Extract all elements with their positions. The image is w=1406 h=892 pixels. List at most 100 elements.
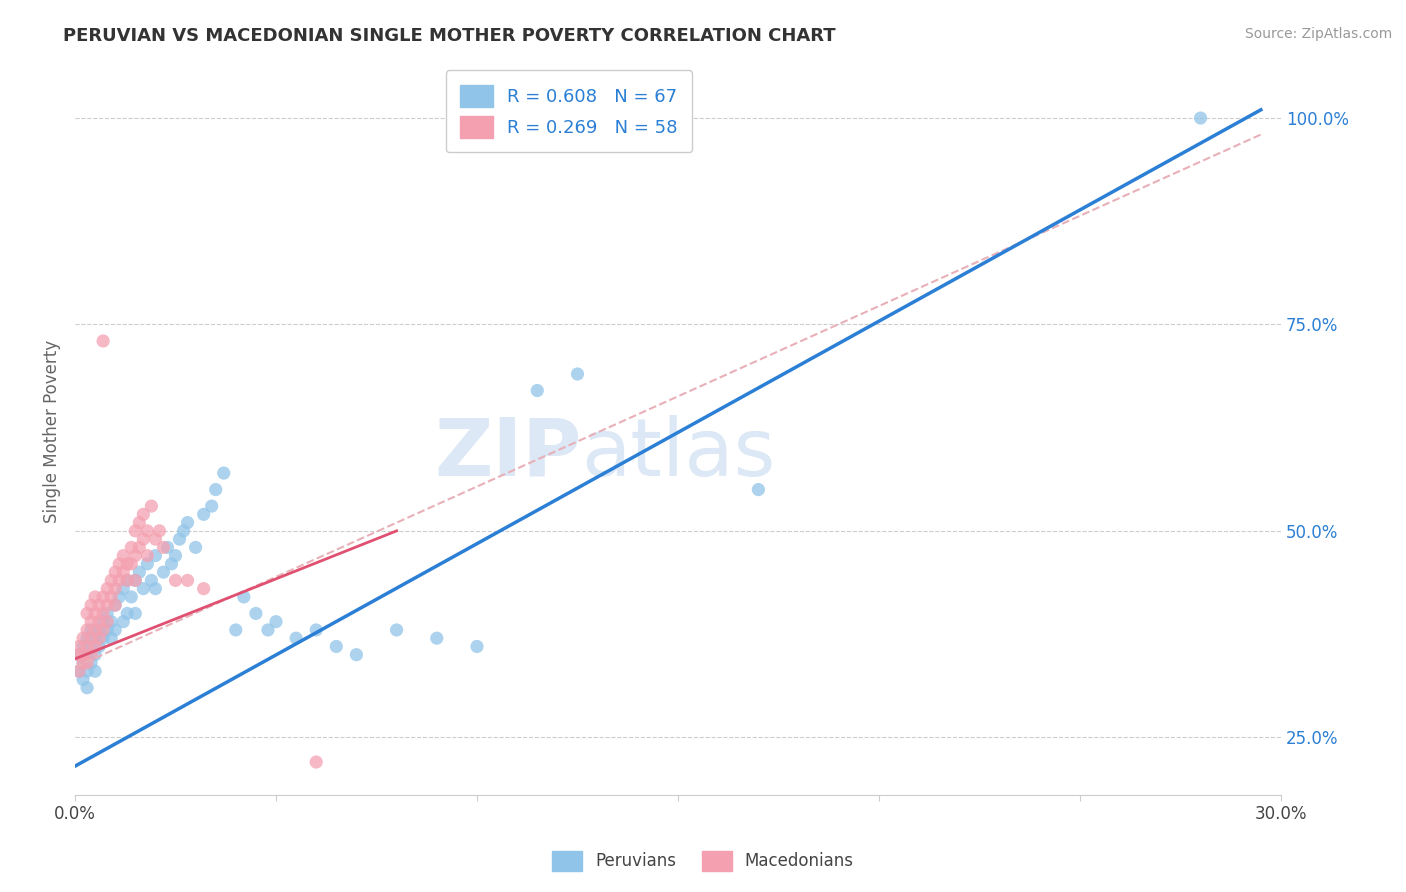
Point xyxy=(117,557,139,571)
Point xyxy=(169,532,191,546)
Point xyxy=(89,640,111,654)
Point xyxy=(96,582,118,596)
Point xyxy=(76,656,98,670)
Point xyxy=(132,508,155,522)
Point xyxy=(132,532,155,546)
Point xyxy=(104,598,127,612)
Point xyxy=(80,615,103,629)
Point xyxy=(184,541,207,555)
Point xyxy=(193,508,215,522)
Point xyxy=(84,631,107,645)
Point xyxy=(136,549,159,563)
Point xyxy=(145,549,167,563)
Point xyxy=(152,541,174,555)
Point xyxy=(257,623,280,637)
Text: atlas: atlas xyxy=(582,415,776,492)
Point xyxy=(84,607,107,621)
Point xyxy=(67,648,90,662)
Point xyxy=(80,631,103,645)
Point xyxy=(72,673,94,687)
Point xyxy=(156,541,179,555)
Point xyxy=(193,582,215,596)
Point xyxy=(76,648,98,662)
Point xyxy=(145,532,167,546)
Point xyxy=(100,631,122,645)
Point xyxy=(80,656,103,670)
Point xyxy=(91,615,114,629)
Point xyxy=(67,664,90,678)
Point xyxy=(89,631,111,645)
Legend: Peruvians, Macedonians: Peruvians, Macedonians xyxy=(544,842,862,880)
Point xyxy=(89,623,111,637)
Point xyxy=(84,590,107,604)
Point xyxy=(112,582,135,596)
Point xyxy=(67,648,90,662)
Point xyxy=(117,607,139,621)
Point xyxy=(104,598,127,612)
Point xyxy=(91,590,114,604)
Text: PERUVIAN VS MACEDONIAN SINGLE MOTHER POVERTY CORRELATION CHART: PERUVIAN VS MACEDONIAN SINGLE MOTHER POV… xyxy=(63,27,837,45)
Point xyxy=(96,598,118,612)
Point xyxy=(128,565,150,579)
Y-axis label: Single Mother Poverty: Single Mother Poverty xyxy=(44,340,60,524)
Text: ZIP: ZIP xyxy=(434,415,582,492)
Point xyxy=(108,574,131,588)
Point xyxy=(80,598,103,612)
Point xyxy=(124,549,146,563)
Point xyxy=(141,499,163,513)
Point xyxy=(96,615,118,629)
Point xyxy=(89,598,111,612)
Point xyxy=(108,557,131,571)
Point xyxy=(128,516,150,530)
Point xyxy=(117,574,139,588)
Point xyxy=(84,623,107,637)
Point xyxy=(124,607,146,621)
Point xyxy=(1189,111,1212,125)
Point xyxy=(526,384,548,398)
Point xyxy=(80,640,103,654)
Point xyxy=(108,590,131,604)
Point xyxy=(84,664,107,678)
Point xyxy=(165,549,187,563)
Point xyxy=(96,623,118,637)
Point xyxy=(128,541,150,555)
Point xyxy=(160,557,183,571)
Point xyxy=(72,656,94,670)
Legend: R = 0.608   N = 67, R = 0.269   N = 58: R = 0.608 N = 67, R = 0.269 N = 58 xyxy=(446,70,692,153)
Point xyxy=(84,640,107,654)
Point xyxy=(120,590,142,604)
Point xyxy=(67,664,90,678)
Point xyxy=(100,574,122,588)
Point xyxy=(112,615,135,629)
Point xyxy=(136,524,159,538)
Point xyxy=(91,607,114,621)
Point xyxy=(232,590,254,604)
Point xyxy=(112,549,135,563)
Point xyxy=(264,615,287,629)
Point xyxy=(96,607,118,621)
Point xyxy=(212,466,235,480)
Point xyxy=(120,557,142,571)
Point xyxy=(176,516,198,530)
Text: Source: ZipAtlas.com: Source: ZipAtlas.com xyxy=(1244,27,1392,41)
Point xyxy=(76,623,98,637)
Point xyxy=(141,574,163,588)
Point xyxy=(385,623,408,637)
Point xyxy=(80,648,103,662)
Point xyxy=(124,574,146,588)
Point xyxy=(76,664,98,678)
Point xyxy=(305,623,328,637)
Point xyxy=(176,574,198,588)
Point xyxy=(72,648,94,662)
Point xyxy=(465,640,488,654)
Point xyxy=(72,656,94,670)
Point xyxy=(91,631,114,645)
Point xyxy=(426,631,449,645)
Point xyxy=(124,574,146,588)
Point xyxy=(76,607,98,621)
Point xyxy=(100,615,122,629)
Point xyxy=(173,524,195,538)
Point xyxy=(567,367,589,381)
Point xyxy=(132,582,155,596)
Point xyxy=(91,623,114,637)
